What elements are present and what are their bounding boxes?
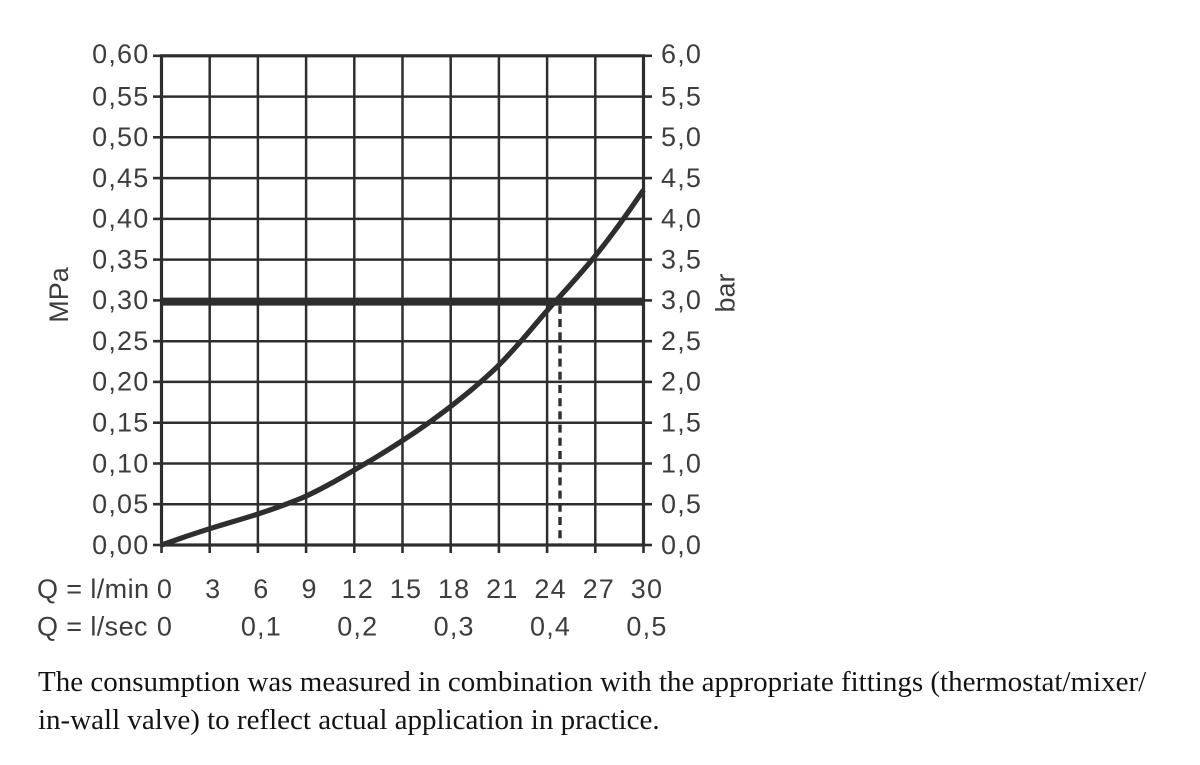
svg-text:0,2: 0,2	[337, 612, 378, 642]
svg-text:0,15: 0,15	[92, 408, 149, 438]
svg-text:6,0: 6,0	[661, 39, 702, 69]
svg-text:0: 0	[157, 574, 173, 604]
svg-text:27: 27	[583, 574, 615, 604]
svg-text:24: 24	[534, 574, 566, 604]
svg-text:0,4: 0,4	[530, 612, 571, 642]
svg-text:3,5: 3,5	[661, 244, 702, 274]
svg-text:0,35: 0,35	[92, 244, 149, 274]
svg-text:0,5: 0,5	[661, 489, 702, 519]
svg-text:30: 30	[631, 574, 663, 604]
svg-text:0,60: 0,60	[92, 39, 149, 69]
svg-text:18: 18	[438, 574, 470, 604]
svg-text:5,5: 5,5	[661, 81, 702, 111]
svg-text:4,5: 4,5	[661, 163, 702, 193]
svg-text:9: 9	[301, 574, 317, 604]
svg-text:0,10: 0,10	[92, 448, 149, 478]
svg-text:3: 3	[205, 574, 221, 604]
svg-text:15: 15	[390, 574, 422, 604]
svg-text:2,0: 2,0	[661, 367, 702, 397]
svg-text:2,5: 2,5	[661, 326, 702, 356]
svg-text:The consumption was measured i: The consumption was measured in combinat…	[38, 666, 1147, 698]
svg-text:12: 12	[342, 574, 374, 604]
svg-text:0,40: 0,40	[92, 204, 149, 234]
svg-text:in-wall valve) to reflect actu: in-wall valve) to reflect actual applica…	[38, 704, 660, 736]
svg-text:0,0: 0,0	[661, 530, 702, 560]
svg-text:0,00: 0,00	[92, 530, 149, 560]
svg-text:0: 0	[157, 612, 173, 642]
svg-text:0,1: 0,1	[241, 612, 282, 642]
svg-text:21: 21	[486, 574, 518, 604]
svg-text:0,3: 0,3	[434, 612, 475, 642]
svg-text:0,50: 0,50	[92, 122, 149, 152]
svg-text:3,0: 3,0	[661, 285, 702, 315]
svg-text:0,20: 0,20	[92, 367, 149, 397]
svg-text:Q = l/sec: Q = l/sec	[37, 612, 148, 642]
svg-text:MPa: MPa	[44, 266, 74, 323]
svg-text:0,55: 0,55	[92, 81, 149, 111]
svg-text:0,05: 0,05	[92, 489, 149, 519]
svg-text:5,0: 5,0	[661, 122, 702, 152]
svg-text:0,25: 0,25	[92, 326, 149, 356]
svg-text:6: 6	[253, 574, 269, 604]
svg-text:0,45: 0,45	[92, 163, 149, 193]
svg-text:bar: bar	[711, 273, 741, 312]
svg-text:1,0: 1,0	[661, 448, 702, 478]
svg-text:Q = l/min: Q = l/min	[37, 574, 149, 604]
svg-text:1,5: 1,5	[661, 408, 702, 438]
svg-text:0,30: 0,30	[92, 285, 149, 315]
svg-text:4,0: 4,0	[661, 204, 702, 234]
svg-text:0,5: 0,5	[626, 612, 667, 642]
